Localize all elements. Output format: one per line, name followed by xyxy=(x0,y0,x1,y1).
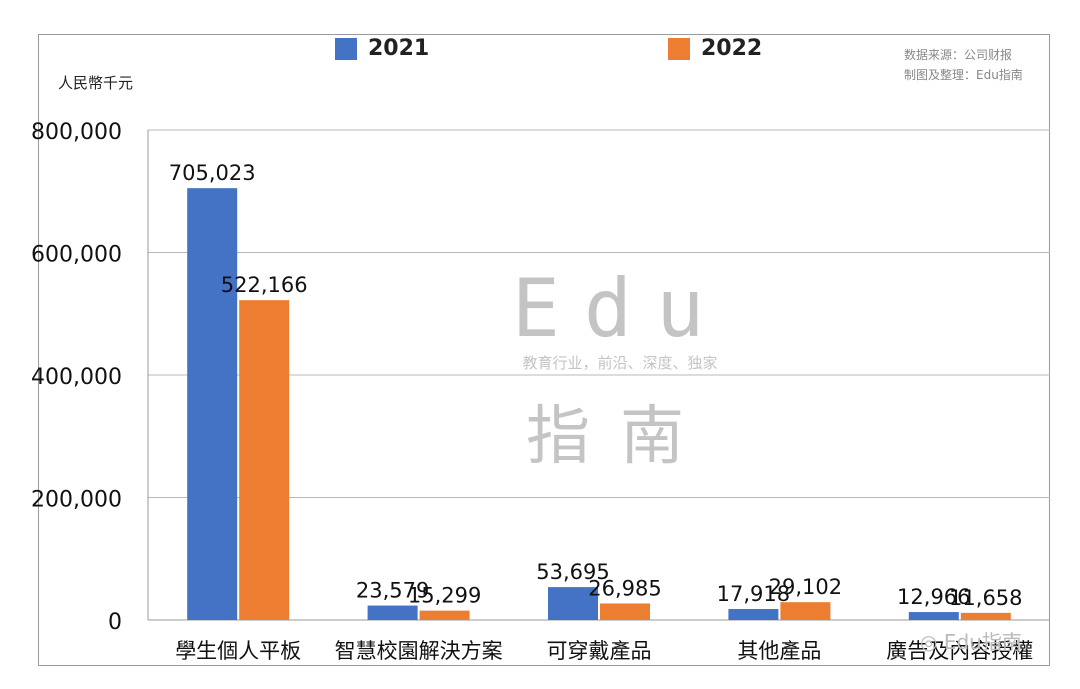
x-tick-label: 學生個人平板 xyxy=(175,639,301,663)
legend-label-2022: 2022 xyxy=(701,36,763,61)
data-label: 705,023 xyxy=(169,161,256,185)
bar xyxy=(367,605,418,620)
y-tick-label: 200,000 xyxy=(31,488,122,513)
bar xyxy=(600,603,650,620)
legend-label-2021: 2021 xyxy=(368,36,430,61)
chart-frame xyxy=(38,34,1050,666)
data-label: 15,299 xyxy=(408,584,481,608)
data-label: 11,658 xyxy=(949,586,1022,610)
social-watermark-label: Edu指南 xyxy=(943,630,1022,654)
watermark-edu: Edu xyxy=(511,262,729,355)
source-line: 数据来源：公司财报 xyxy=(904,48,1013,62)
legend-swatch-2022 xyxy=(668,38,690,60)
bar xyxy=(908,612,959,620)
y-tick-label: 400,000 xyxy=(31,365,122,390)
bar xyxy=(960,612,1011,620)
bar xyxy=(728,609,779,620)
bar xyxy=(239,300,290,620)
unit-label: 人民幣千元 xyxy=(58,74,134,92)
x-tick-label: 廣告及內容授權 xyxy=(886,639,1033,663)
x-tick-label: 智慧校園解決方案 xyxy=(335,639,503,663)
bar xyxy=(187,188,238,621)
data-label: 23,579 xyxy=(356,579,429,603)
bar xyxy=(780,602,831,620)
x-tick-label: 其他產品 xyxy=(737,639,821,663)
data-label: 26,985 xyxy=(588,576,661,600)
data-label: 522,166 xyxy=(221,273,308,297)
legend-swatch-2021 xyxy=(335,38,357,60)
watermark-chinese: 指南 xyxy=(526,400,714,474)
x-tick-label: 可穿戴產品 xyxy=(547,639,652,663)
wechat-icon: ◎ xyxy=(920,630,938,654)
bar xyxy=(548,587,598,620)
data-label: 17,918 xyxy=(717,582,790,606)
y-tick-label: 800,000 xyxy=(31,120,122,145)
credit-line: 制图及整理：Edu指南 xyxy=(904,68,1023,82)
watermark-tagline: 教育行业，前沿、深度、独家 xyxy=(522,354,718,372)
data-label: 29,102 xyxy=(769,575,842,599)
y-tick-label: 0 xyxy=(108,610,122,635)
social-watermark: ◎ Edu指南 xyxy=(920,626,1022,655)
y-tick-label: 600,000 xyxy=(31,243,122,268)
bar xyxy=(419,610,470,620)
data-label: 12,966 xyxy=(897,585,970,609)
data-label: 53,695 xyxy=(536,560,609,584)
